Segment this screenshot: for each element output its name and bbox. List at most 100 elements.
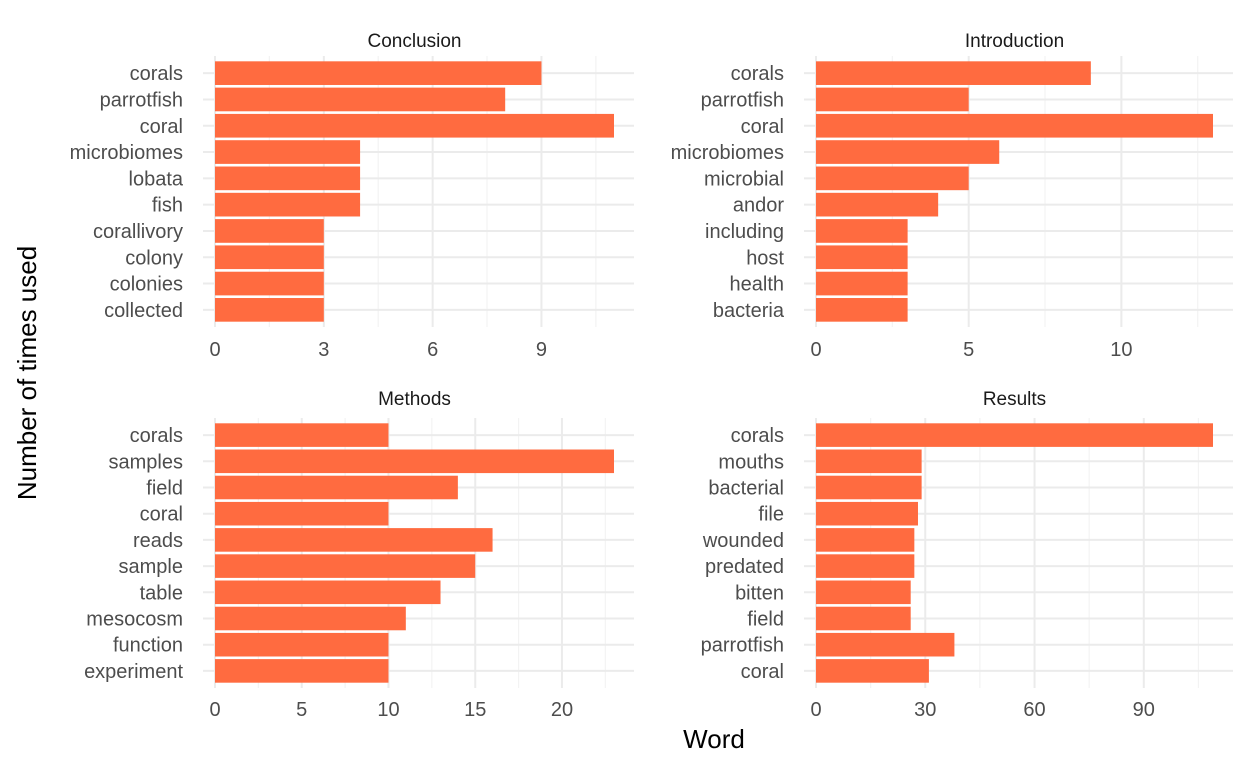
bar-corals <box>816 423 1213 447</box>
x-tick-label: 10 <box>1110 339 1132 361</box>
bar-coral <box>215 501 389 526</box>
category-label: coral <box>741 661 784 683</box>
x-tick-label: 90 <box>1133 699 1155 721</box>
bar-corals <box>816 61 1091 85</box>
panel-title: Introduction <box>965 31 1064 52</box>
bar-function <box>215 632 389 657</box>
bar-parrotfish <box>215 87 506 112</box>
bar-experiment <box>215 659 389 683</box>
category-label: microbiomes <box>671 142 784 164</box>
bar-corals <box>215 61 542 85</box>
bar-andor <box>816 192 939 217</box>
category-label: including <box>705 221 784 243</box>
bar-table <box>215 580 441 605</box>
x-tick-label: 20 <box>551 699 573 721</box>
category-label: bacteria <box>713 300 785 322</box>
x-tick-label: 60 <box>1023 699 1045 721</box>
category-label: microbial <box>704 168 784 190</box>
bar-mesocosm <box>215 606 406 631</box>
bar-colony <box>215 245 324 270</box>
category-label: wounded <box>702 530 784 552</box>
category-label: lobata <box>129 168 184 190</box>
bar-samples <box>215 449 614 474</box>
bar-microbial <box>816 166 969 191</box>
bar-corallivory <box>215 219 324 243</box>
category-label: corals <box>130 63 183 85</box>
bar-file <box>816 501 918 526</box>
category-label: predated <box>705 556 784 578</box>
category-label: samples <box>109 451 183 473</box>
bar-bacteria <box>816 298 908 322</box>
panel-conclusion: corals parrotfish coral microbiomes lobata fi… <box>70 31 634 361</box>
bar-including <box>816 219 908 243</box>
y-axis-title: Number of times used <box>12 246 42 500</box>
bar-coral <box>215 113 614 138</box>
x-tick-label: 0 <box>810 339 821 361</box>
panel-title: Conclusion <box>368 31 462 52</box>
category-label: parrotfish <box>701 635 784 657</box>
category-label: corals <box>130 425 183 447</box>
x-tick-label: 5 <box>296 699 307 721</box>
category-label: colony <box>125 247 183 269</box>
panel-title: Results <box>983 389 1046 410</box>
x-tick-label: 30 <box>914 699 936 721</box>
x-tick-label: 10 <box>377 699 399 721</box>
bar-wounded <box>816 528 915 552</box>
bar-colonies <box>215 271 324 296</box>
category-label: coral <box>741 116 784 138</box>
category-label: sample <box>119 556 183 578</box>
category-label: field <box>747 609 784 631</box>
bar-parrotfish <box>816 632 955 657</box>
bar-fish <box>215 192 361 217</box>
category-label: coral <box>140 116 183 138</box>
category-label: health <box>730 274 785 296</box>
bar-predated <box>816 554 915 578</box>
bar-microbiomes <box>215 140 361 164</box>
x-tick-label: 5 <box>963 339 974 361</box>
bar-reads <box>215 528 493 552</box>
category-label: colonies <box>110 274 183 296</box>
x-tick-label: 6 <box>427 339 438 361</box>
x-tick-label: 9 <box>536 339 547 361</box>
x-axis-title: Word <box>683 724 745 754</box>
category-label: andor <box>733 195 784 217</box>
bar-field <box>816 606 911 631</box>
category-label: file <box>758 504 784 526</box>
bar-bacterial <box>816 475 922 500</box>
x-tick-label: 15 <box>464 699 486 721</box>
x-tick-label: 0 <box>209 699 220 721</box>
panel-introduction: corals parrotfish coral microbiomes microbia… <box>671 31 1233 361</box>
panel-title: Methods <box>378 389 451 410</box>
category-label: coral <box>140 504 183 526</box>
category-label: reads <box>133 530 183 552</box>
bar-bitten <box>816 580 911 605</box>
category-label: parrotfish <box>701 89 784 111</box>
bar-microbiomes <box>816 140 1000 164</box>
bar-parrotfish <box>816 87 969 112</box>
category-label: bitten <box>735 582 784 604</box>
bar-field <box>215 475 458 500</box>
category-label: bacterial <box>708 478 784 500</box>
category-label: experiment <box>84 661 183 683</box>
category-label: function <box>113 635 183 657</box>
bar-host <box>816 245 908 270</box>
category-label: mouths <box>718 451 784 473</box>
bar-sample <box>215 554 476 578</box>
category-label: corals <box>731 425 784 447</box>
category-label: field <box>146 478 183 500</box>
bar-corals <box>215 423 389 447</box>
category-label: host <box>746 247 784 269</box>
category-label: corals <box>731 63 784 85</box>
x-tick-label: 3 <box>318 339 329 361</box>
category-label: collected <box>104 300 183 322</box>
bar-coral <box>816 113 1213 138</box>
bar-lobata <box>215 166 361 191</box>
panel-results: corals mouths bacterial file wounded predated… <box>701 389 1233 721</box>
category-label: fish <box>152 195 183 217</box>
x-tick-label: 0 <box>209 339 220 361</box>
x-tick-label: 0 <box>810 699 821 721</box>
category-label: table <box>140 582 183 604</box>
bar-collected <box>215 298 324 322</box>
category-label: parrotfish <box>100 89 183 111</box>
